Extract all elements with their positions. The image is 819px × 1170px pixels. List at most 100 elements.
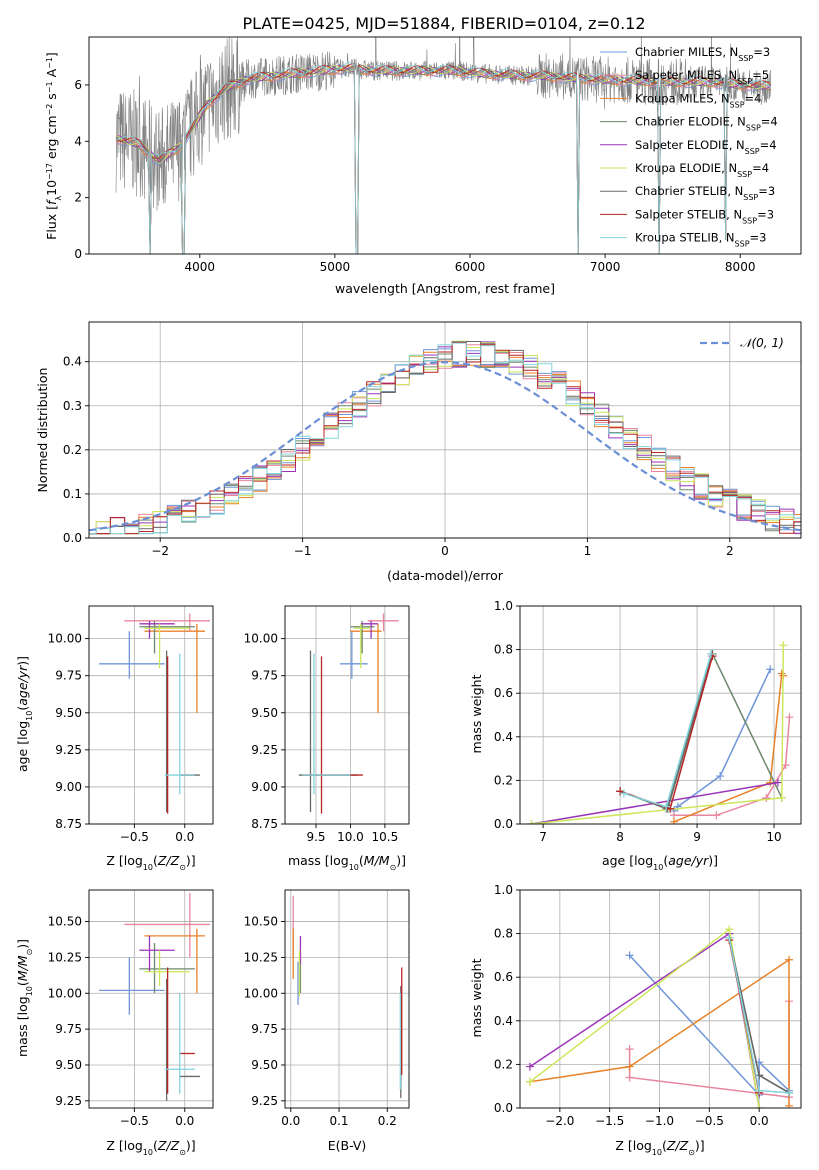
axes-frame — [88, 605, 214, 825]
plot-area-age_vs_Z — [99, 613, 210, 814]
y-tick-label: 9.75 — [251, 669, 278, 683]
residual-histogram — [89, 340, 801, 535]
ticks-age_vs_Z: −0.5 0.0 8.75 9.00 9.25 9.50 9.75 10.00 — [48, 632, 195, 844]
y-tick-label: 1.0 — [494, 883, 513, 897]
y-tick-label: 0.4 — [494, 1014, 513, 1028]
error-bar-point — [353, 623, 372, 669]
axes-frame — [88, 889, 214, 1109]
frame-weight_vs_age: 7 8 9 10 0.0 0.2 0.4 0.6 0.8 1.0 age [log10(age/yr… — [469, 599, 802, 872]
axes-spectrum: 4000 5000 6000 7000 8000 0 2 4 6 Chabrier MILES, … — [44, 36, 802, 296]
error-bar-point — [350, 623, 382, 713]
weight-marker — [755, 1086, 764, 1095]
x-tick-label: 0.2 — [378, 1114, 397, 1128]
error-bar-point — [139, 620, 195, 654]
error-bar-point — [164, 993, 195, 1094]
weight-marker — [781, 761, 790, 770]
x-tick-label: 0.1 — [329, 1114, 348, 1128]
x-tick-label: 7000 — [590, 260, 621, 274]
error-bar-point — [166, 967, 195, 1094]
x-tick-label: −0.5 — [695, 1114, 724, 1128]
frame-mass_vs_ebv: 0.0 0.1 0.2 9.25 9.50 9.75 10.00 10.25 10.50 E(B-… — [244, 889, 410, 1153]
frame-spectrum: 4000 5000 6000 7000 8000 0 2 4 6 Chabrier MILES, … — [44, 36, 802, 296]
x-tick-label: −1.5 — [595, 1114, 624, 1128]
x-tick-label: −0.5 — [120, 1114, 149, 1128]
weight-marker — [725, 925, 734, 934]
gaussian-curve — [89, 360, 801, 532]
x-tick-label: 10.0 — [337, 830, 364, 844]
weight-series — [619, 649, 715, 811]
legend-entry: Chabrier MILES, NSSP=3 — [635, 45, 770, 63]
y-tick-label: 9.25 — [251, 1094, 278, 1108]
y-tick-label: 9.25 — [55, 1094, 82, 1108]
weight-marker — [625, 951, 634, 960]
y-tick-label: 9.75 — [251, 1022, 278, 1036]
ticks-weight_vs_age: 7 8 9 10 0.0 0.2 0.4 0.6 0.8 1.0 — [494, 599, 782, 844]
x-tick-label: −2.0 — [545, 1114, 574, 1128]
weight-marker — [619, 789, 628, 798]
weight-marker — [662, 802, 671, 811]
weight-marker — [616, 787, 625, 796]
axes-frame — [88, 36, 802, 255]
axes-weight_vs_Z: −2.0 −1.5 −1.0 −0.5 0.0 0.0 0.2 0.4 0.6 0.8 1.0 Z [… — [469, 883, 802, 1157]
axes-age_vs_Z: −0.5 0.0 8.75 9.00 9.25 9.50 9.75 10.00 Z [log10… — [15, 605, 214, 872]
legend-entry: Salpeter MILES, NSSP=5 — [635, 68, 769, 86]
legend-entry: 𝒩(0, 1) — [740, 336, 784, 350]
weight-marker — [766, 665, 775, 674]
x-tick-label: −1 — [294, 544, 312, 558]
y-axis-label: age [log10(age/yr)] — [15, 656, 34, 772]
y-tick-label: 9.50 — [251, 706, 278, 720]
plot-area-weight_vs_age — [527, 641, 794, 824]
x-tick-label: 0.0 — [281, 1114, 300, 1128]
x-tick-label: 0.0 — [175, 830, 194, 844]
ticks-spectrum: 4000 5000 6000 7000 8000 0 2 4 6 — [74, 78, 755, 274]
error-bar-point — [144, 928, 205, 994]
error-bar-point — [139, 935, 175, 972]
y-tick-label: 0.4 — [63, 355, 82, 369]
y-tick-label: 6 — [74, 78, 82, 92]
error-bar-point — [165, 650, 200, 813]
x-tick-label: 7 — [539, 830, 547, 844]
y-tick-label: 0.0 — [494, 1101, 513, 1115]
error-bar-point — [144, 623, 205, 713]
weight-marker — [785, 1088, 794, 1097]
plot-area-spectrum — [115, 37, 772, 254]
y-tick-label: 9.75 — [55, 1022, 82, 1036]
plot-area-residuals — [89, 340, 801, 535]
y-tick-label: 0.2 — [494, 1057, 513, 1071]
x-tick-label: −2 — [151, 544, 169, 558]
x-tick-label: 10.5 — [372, 830, 399, 844]
x-tick-label: 8 — [616, 830, 624, 844]
weight-marker — [725, 933, 734, 942]
grid-mass_vs_ebv — [285, 890, 409, 1108]
y-tick-label: 2 — [74, 191, 82, 205]
weight-marker — [773, 778, 782, 787]
weight-line — [529, 927, 760, 1108]
error-bar-point — [302, 653, 351, 795]
x-tick-label: 5000 — [320, 260, 351, 274]
y-tick-label: 9.00 — [251, 780, 278, 794]
axes-frame — [284, 889, 410, 1109]
weight-marker — [669, 817, 678, 824]
plot-area-age_vs_mass — [298, 613, 399, 814]
weight-line — [531, 645, 785, 824]
weight-series — [525, 925, 764, 1108]
x-tick-label: 9 — [693, 830, 701, 844]
model-spectrum-line — [115, 62, 772, 254]
axes-weight_vs_age: 7 8 9 10 0.0 0.2 0.4 0.6 0.8 1.0 age [log10(age/yr… — [469, 599, 802, 872]
legend-entry: Kroupa ELODIE, NSSP=4 — [635, 161, 769, 179]
frame-age_vs_Z: −0.5 0.0 8.75 9.00 9.25 9.50 9.75 10.00 Z [log10… — [15, 605, 214, 872]
y-tick-label: 9.25 — [251, 743, 278, 757]
y-tick-label: 9.75 — [55, 669, 82, 683]
plot-area-mass_vs_Z — [99, 892, 210, 1101]
grid-age_vs_mass — [285, 606, 409, 825]
ticks-weight_vs_Z: −2.0 −1.5 −1.0 −0.5 0.0 0.0 0.2 0.4 0.6 0.8 1.0 — [494, 883, 769, 1128]
weight-marker — [777, 669, 786, 678]
x-axis-label: Z [log10(Z/Z⊙)] — [106, 853, 195, 872]
axes-age_vs_mass: 9.5 10.0 10.5 8.75 9.00 9.25 9.50 9.75 10.00 mass… — [244, 605, 410, 872]
y-tick-label: 0.8 — [494, 927, 513, 941]
frame-age_vs_mass: 9.5 10.0 10.5 8.75 9.00 9.25 9.50 9.75 10.00 mass… — [244, 605, 410, 872]
weight-marker — [525, 1077, 534, 1086]
weight-line — [619, 655, 714, 810]
weight-marker — [766, 778, 775, 787]
